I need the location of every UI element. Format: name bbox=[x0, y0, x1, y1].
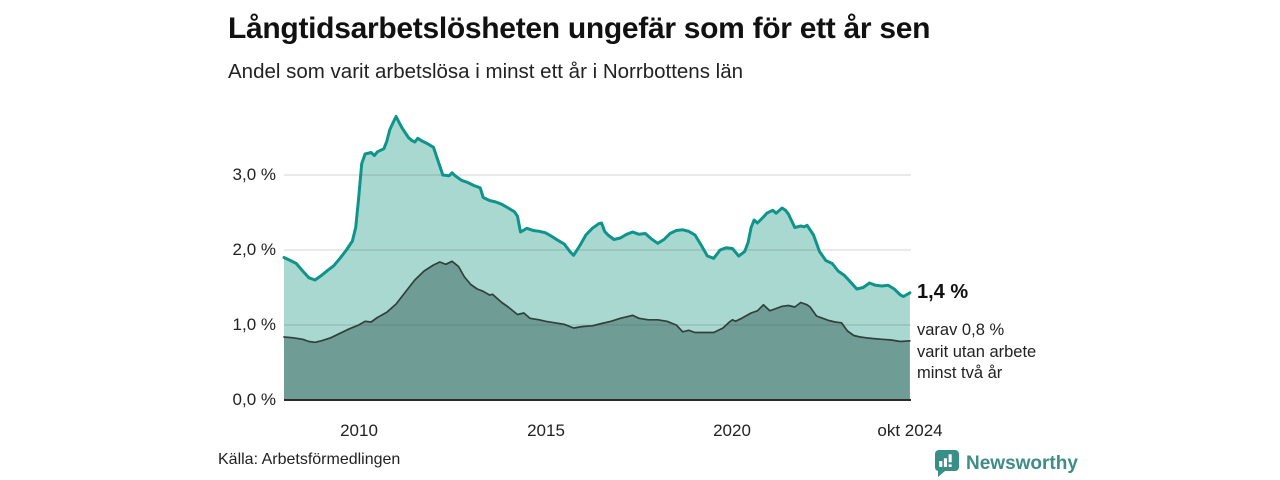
page-title: Långtidsarbetslösheten ungefär som för e… bbox=[228, 12, 931, 45]
newsworthy-logo: Newsworthy bbox=[934, 450, 1078, 477]
x-tick-label: 2015 bbox=[527, 421, 565, 440]
annotation-detail: varav 0,8 % varit utan arbete minst två … bbox=[917, 320, 1036, 385]
y-tick-label: 0,0 % bbox=[232, 390, 276, 409]
x-tick-label: 2010 bbox=[340, 421, 378, 440]
source-note: Källa: Arbetsförmedlingen bbox=[218, 451, 401, 468]
annotation-detail-line: varit utan arbete bbox=[917, 342, 1037, 361]
y-tick-label: 3,0 % bbox=[232, 165, 276, 184]
annotation-detail-line: varav 0,8 % bbox=[917, 321, 1005, 339]
y-tick-label: 2,0 % bbox=[232, 240, 276, 259]
chart-bubble-icon bbox=[934, 450, 959, 477]
annotation-latest-value: 1,4 % bbox=[917, 281, 969, 303]
annotation-detail-line: minst två år bbox=[917, 364, 1003, 382]
x-tick-label: okt 2024 bbox=[877, 421, 943, 440]
y-tick-label: 1,0 % bbox=[232, 315, 276, 334]
x-tick-label: 2020 bbox=[713, 421, 751, 440]
logo-text: Newsworthy bbox=[966, 452, 1078, 474]
chart-subtitle: Andel som varit arbetslösa i minst ett å… bbox=[228, 60, 743, 83]
